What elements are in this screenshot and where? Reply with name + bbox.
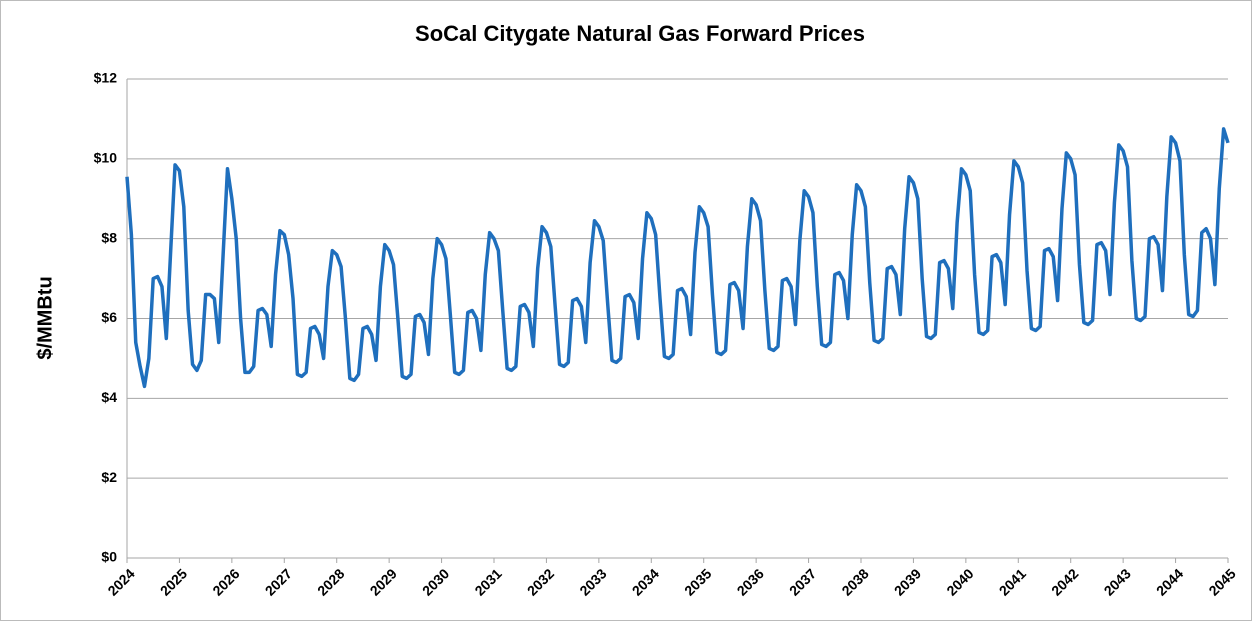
y-tick-label: $12: [94, 70, 118, 86]
price-line: [125, 127, 1230, 389]
y-tick-label: $10: [94, 150, 118, 166]
y-tick-label: $6: [101, 309, 117, 325]
y-tick-label: $0: [101, 549, 117, 565]
y-axis-label: $/MMBtu: [34, 276, 56, 359]
y-tick-label: $4: [101, 389, 117, 405]
y-tick-label: $2: [101, 469, 117, 485]
chart-title: SoCal Citygate Natural Gas Forward Price…: [415, 21, 865, 46]
y-tick-label: $8: [101, 229, 117, 245]
